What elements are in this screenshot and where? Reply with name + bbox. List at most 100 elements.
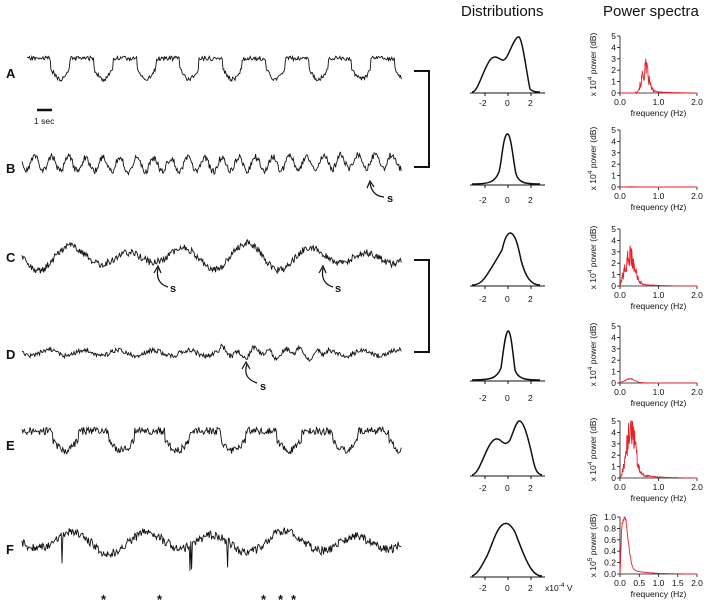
scale-bar-label: 1 sec [34, 116, 55, 126]
spectrum-y-tick-label: 2 [611, 65, 616, 75]
power-spectrum-E: 54 32 100.0 1.0 2.0 frequency (Hz) x 104 power… [587, 416, 703, 503]
distribution-unit-label: x10-4 V [545, 582, 573, 593]
spectrum-y-tick-label: 1 [611, 171, 616, 181]
spectrum-y-tick-label: 1 [611, 270, 616, 280]
spectrum-x-label: frequency (Hz) [631, 398, 687, 408]
distribution-tick-label: 0 [505, 98, 510, 108]
distribution-C: -2 0 2 [470, 232, 545, 304]
power-spectrum-B: 54 32 100.0 1.0 2.0 frequency (Hz) x 104 power… [587, 125, 703, 212]
spectrum-x-tick-label: 0.0 [614, 191, 626, 201]
spectrum-y-tick-label: 3 [611, 439, 616, 449]
spectrum-y-tick-label: 1 [611, 77, 616, 87]
power-spectrum-C: 54 32 100.0 1.0 2.0 frequency (Hz) x 104 power… [587, 224, 703, 311]
distribution-tick-label: -2 [479, 583, 487, 593]
asterisk-4: * [278, 592, 284, 605]
voltage-trace-A [26, 54, 402, 83]
voltage-traces [21, 54, 402, 571]
distributions-header: Distributions [461, 3, 544, 20]
annotation-s-D: s [241, 360, 266, 393]
spectrum-x-tick-label: 2.0 [691, 97, 703, 107]
spectrum-x-tick-label: 0.0 [614, 578, 626, 588]
spectrum-y-tick-label: 0.8 [604, 523, 616, 533]
voltage-trace-C [21, 239, 402, 275]
spectrum-y-tick-label: 5 [611, 224, 616, 234]
annotation-s-B: s [366, 179, 393, 205]
spectrum-y-label: x 104 power (dB) [587, 418, 598, 482]
spectrum-y-tick-label: 2 [611, 159, 616, 169]
distribution-tick-label: 2 [528, 583, 533, 593]
row-label-E: E [6, 438, 15, 453]
svg-text:s: s [335, 283, 341, 295]
spectrum-line [619, 420, 697, 479]
asterisk-5: * [291, 592, 297, 605]
row-label-F: F [6, 542, 14, 557]
spectrum-x-tick-label: 0.0 [614, 387, 626, 397]
svg-text:s: s [260, 381, 266, 393]
spectrum-y-tick-label: 0.2 [604, 558, 616, 568]
distribution-tick-label: 0 [505, 583, 510, 593]
spectrum-y-tick-label: 3 [611, 148, 616, 158]
spectrum-x-tick-label: 0.5 [633, 578, 645, 588]
power-spectrum-D: 54 32 100.0 1.0 2.0 frequency (Hz) x 104 power… [587, 321, 703, 408]
spectrum-x-label: frequency (Hz) [631, 493, 687, 503]
spectrum-y-tick-label: 5 [611, 125, 616, 135]
spectrum-y-tick-label: 1.0 [604, 512, 616, 522]
spectrum-x-tick-label: 1.0 [653, 97, 665, 107]
spectrum-y-tick-label: 0.6 [604, 535, 616, 545]
bracket-C-D [414, 259, 430, 353]
distribution-curve [471, 133, 541, 185]
spectrum-x-tick-label: 1.0 [653, 191, 665, 201]
bracket-A-B [414, 70, 430, 168]
spectrum-x-tick-label: 1.0 [653, 290, 665, 300]
power-spectrum-F: 1.00.80.60.40.20.00.0 0.5 1.0 1.5 2.0frequen… [587, 512, 703, 599]
spectrum-x-label: frequency (Hz) [631, 202, 687, 212]
distribution-tick-label: -2 [479, 393, 487, 403]
spectrum-y-tick-label: 0 [611, 378, 616, 388]
svg-text:s: s [170, 283, 176, 295]
power-spectra-header: Power spectra [603, 3, 700, 20]
spectrum-x-tick-label: 2.0 [691, 290, 703, 300]
distribution-tick-label: 2 [528, 393, 533, 403]
distribution-curve [471, 36, 541, 93]
spectrum-x-tick-label: 2.0 [691, 578, 703, 588]
spectrum-x-tick-label: 0.0 [614, 97, 626, 107]
row-label-A: A [6, 66, 16, 81]
spectrum-y-tick-label: 2 [611, 450, 616, 460]
spectrum-y-tick-label: 5 [611, 321, 616, 331]
distribution-D: -2 0 2 [470, 330, 545, 403]
spectrum-line [620, 58, 698, 94]
distribution-A: -2 0 2 [470, 36, 545, 108]
power-spectrum-A: 54 32 100.0 1.0 2.0 frequency (Hz) x 104 power… [587, 31, 703, 118]
annotation-s-C2: s [318, 264, 341, 295]
distribution-tick-label: 2 [528, 294, 533, 304]
voltage-trace-E [21, 425, 402, 455]
annotation-s-C1: s [153, 264, 176, 295]
row-label-D: D [6, 347, 15, 362]
spectrum-y-tick-label: 2 [611, 258, 616, 268]
spectrum-y-tick-label: 5 [611, 31, 616, 41]
spectrum-y-tick-label: 4 [611, 42, 616, 52]
spectrum-y-tick-label: 0 [611, 281, 616, 291]
spectrum-y-label: x 104 power (dB) [587, 33, 598, 97]
spectrum-line [619, 245, 698, 287]
spectrum-x-tick-label: 0.0 [614, 482, 626, 492]
distribution-tick-label: 0 [505, 483, 510, 493]
row-label-B: B [6, 161, 15, 176]
asterisk-2: * [157, 592, 163, 605]
spectrum-x-tick-label: 1.5 [672, 578, 684, 588]
voltage-trace-B [21, 151, 402, 176]
spectrum-line [619, 516, 697, 575]
spectrum-y-tick-label: 3 [611, 54, 616, 64]
spectrum-y-tick-label: 0.0 [604, 569, 616, 579]
spectrum-y-tick-label: 3 [611, 247, 616, 257]
spectrum-x-tick-label: 0.0 [614, 290, 626, 300]
asterisk-1: * [101, 592, 107, 605]
distribution-tick-label: 2 [528, 195, 533, 205]
spectrum-y-label: x 104 power (dB) [587, 323, 598, 387]
spectrum-y-tick-label: 0 [611, 473, 616, 483]
distribution-curve [471, 330, 541, 381]
spectrum-x-label: frequency (Hz) [631, 108, 687, 118]
distribution-B: -2 0 2 [470, 133, 545, 205]
spectrum-y-tick-label: 5 [611, 416, 616, 426]
